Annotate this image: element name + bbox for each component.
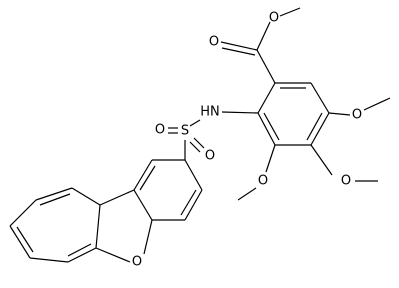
atom-label: HN	[200, 105, 220, 120]
atom-label: O	[155, 123, 165, 138]
atom-label: S	[181, 124, 189, 139]
atom-label: O	[341, 174, 351, 189]
atom-label: O	[269, 11, 279, 26]
atom-label: O	[209, 35, 219, 50]
atom-label: O	[132, 255, 142, 270]
atom-label: O	[352, 108, 362, 123]
bonds	[9, 7, 391, 263]
atom-label: O	[258, 174, 268, 189]
atom-label: O	[205, 149, 215, 164]
